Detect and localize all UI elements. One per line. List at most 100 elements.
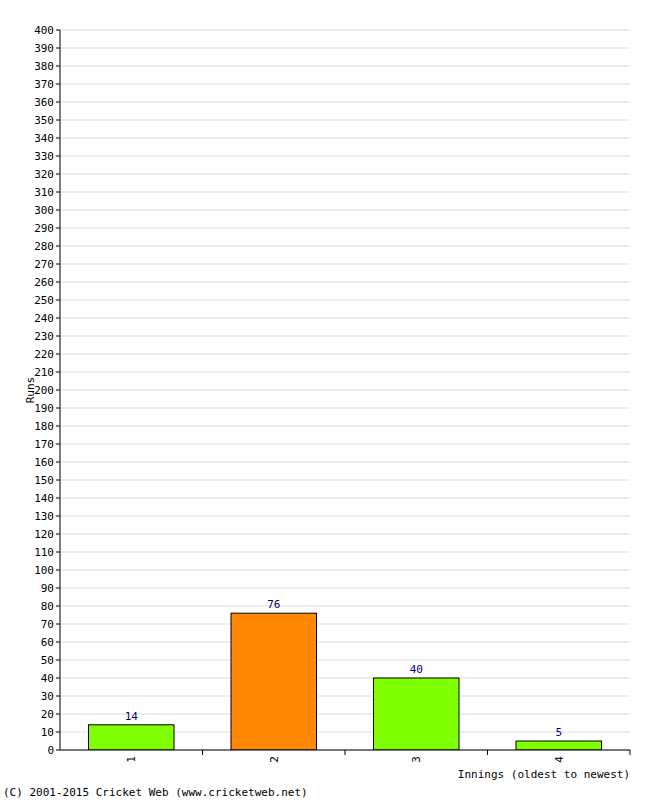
y-tick [56,120,60,121]
background [0,0,650,800]
x-tick-divider [487,750,488,755]
y-tick-label: 120 [34,528,54,541]
y-tick-label: 360 [34,96,54,109]
y-tick-label: 190 [34,402,54,415]
grid-line [60,444,630,445]
y-tick [56,480,60,481]
y-tick [56,30,60,31]
y-tick-label: 340 [34,132,54,145]
y-tick-label: 320 [34,168,54,181]
grid-line [60,390,630,391]
y-tick [56,246,60,247]
y-tick [56,552,60,553]
y-tick-label: 300 [34,204,54,217]
y-tick [56,192,60,193]
grid-line [60,480,630,481]
y-tick-label: 200 [34,384,54,397]
y-tick [56,84,60,85]
y-tick-label: 50 [41,654,54,667]
grid-line [60,426,630,427]
grid-line [60,642,630,643]
y-tick-label: 110 [34,546,54,559]
y-tick-label: 40 [41,672,54,685]
bar [89,725,175,750]
y-tick-label: 20 [41,708,54,721]
grid-line [60,336,630,337]
x-tick-divider [345,750,346,755]
y-tick-label: 30 [41,690,54,703]
grid-line [60,66,630,67]
y-tick [56,354,60,355]
y-tick-label: 310 [34,186,54,199]
y-tick-label: 380 [34,60,54,73]
y-tick-label: 150 [34,474,54,487]
y-tick [56,660,60,661]
x-axis-label: Innings (oldest to newest) [458,768,630,781]
y-tick-label: 60 [41,636,54,649]
x-tick-divider [202,750,203,755]
y-tick-label: 240 [34,312,54,325]
y-tick-label: 80 [41,600,54,613]
y-tick [56,408,60,409]
grid-line [60,624,630,625]
y-tick-label: 0 [47,744,54,757]
grid-line [60,354,630,355]
y-tick-label: 330 [34,150,54,163]
grid-line [60,498,630,499]
grid-line [60,372,630,373]
y-tick [56,138,60,139]
y-tick [56,534,60,535]
y-tick [56,624,60,625]
y-tick [56,696,60,697]
grid-line [60,210,630,211]
grid-line [60,84,630,85]
y-tick [56,102,60,103]
y-tick-label: 350 [34,114,54,127]
x-tick-label: 3 [410,756,423,763]
y-tick-label: 130 [34,510,54,523]
y-tick [56,588,60,589]
y-tick [56,48,60,49]
bar [516,741,602,750]
y-tick-label: 400 [34,24,54,37]
y-tick-label: 70 [41,618,54,631]
bars [89,613,602,750]
x-tick-label: 4 [553,756,566,763]
grid-line [60,156,630,157]
grid-line [60,660,630,661]
y-tick [56,570,60,571]
grid-line [60,48,630,49]
grid-line [60,300,630,301]
grid-line [60,282,630,283]
data-label: 14 [125,710,139,723]
chart: 0102030405060708090100110120130140150160… [0,0,650,800]
y-tick-label: 390 [34,42,54,55]
y-tick [56,390,60,391]
grid-line [60,696,630,697]
y-tick [56,174,60,175]
y-tick [56,228,60,229]
grid-line [60,606,630,607]
bar [231,613,317,750]
y-tick [56,210,60,211]
data-label: 5 [555,726,562,739]
y-tick [56,714,60,715]
grid-line [60,516,630,517]
x-tick-label: 1 [125,756,138,763]
y-tick-label: 270 [34,258,54,271]
y-tick [56,318,60,319]
y-tick [56,606,60,607]
y-tick [56,336,60,337]
y-tick [56,498,60,499]
y-tick [56,516,60,517]
y-tick-label: 90 [41,582,54,595]
y-tick [56,642,60,643]
grid-line [60,588,630,589]
y-tick-label: 220 [34,348,54,361]
data-label: 40 [410,663,423,676]
y-tick [56,750,60,751]
grid-line [60,552,630,553]
y-tick [56,372,60,373]
y-tick-label: 10 [41,726,54,739]
y-tick-label: 280 [34,240,54,253]
